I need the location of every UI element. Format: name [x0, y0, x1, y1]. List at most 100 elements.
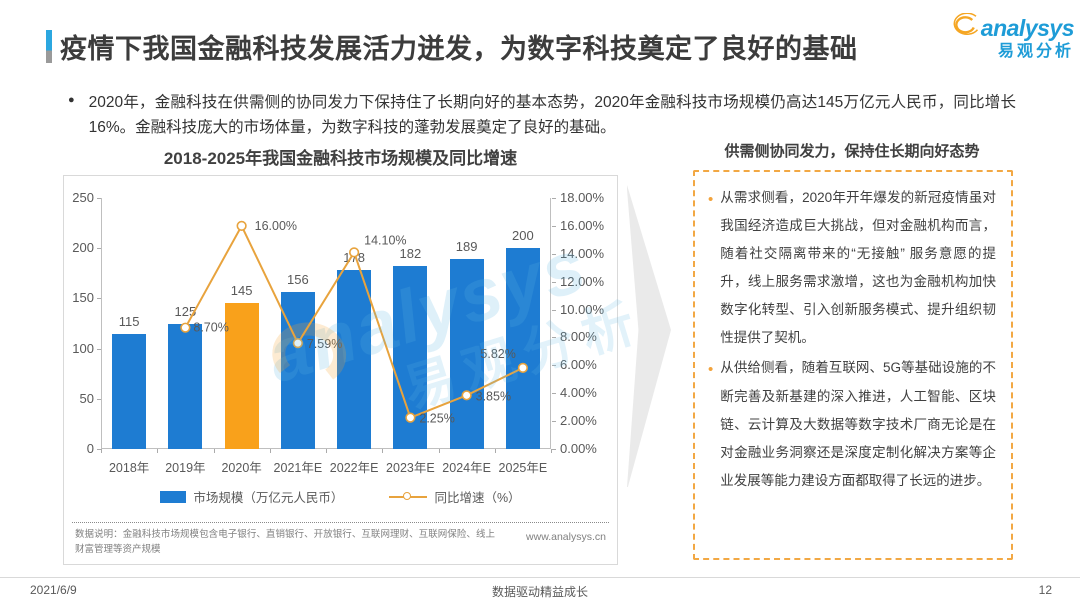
x-axis-tickmark [213, 449, 215, 453]
legend-label: 市场规模（万亿元人民币） [193, 491, 344, 505]
y-right-tick-label: 6.00% [560, 357, 597, 373]
y-right-tickmark [552, 449, 556, 450]
chart-title: 2018-2025年我国金融科技市场规模及同比增速 [163, 149, 518, 168]
source-url[interactable]: www.analysys.cn [526, 531, 606, 543]
legend-item-market-size: 市场规模（万亿元人民币） [160, 487, 343, 506]
growth-point [517, 362, 528, 373]
flow-arrow-right-icon [627, 185, 671, 487]
panel-bullet-demand: • 从需求侧看，2020年开年爆发的新冠疫情虽对我国经济造成巨大挑战，但对金融机… [708, 184, 996, 352]
y-right-tickmark [552, 365, 556, 367]
x-tick-label: 2019年 [165, 461, 206, 475]
y-left-tickmark [97, 398, 101, 400]
bar-value-label: 125 [174, 303, 197, 319]
title-accent-bar [46, 30, 52, 63]
analysys-swirl-icon [949, 12, 979, 44]
x-tick-label: 2023年E [386, 461, 435, 475]
y-right-tick-label: 10.00% [560, 301, 605, 317]
panel-bullet-supply: • 从供给侧看，随着互联网、5G等基础设施的不断完善及新基建的深入推进，人工智能… [708, 354, 996, 494]
y-right-tick-label: 8.00% [560, 329, 597, 345]
bar-value-label: 200 [512, 228, 534, 244]
y-right-tickmark [552, 337, 556, 339]
growth-label: 7.59% [307, 337, 342, 351]
y-right-tickmark [552, 281, 556, 283]
y-right-tickmark [552, 393, 556, 395]
chart-legend: 市场规模（万亿元人民币） 同比增速（%） [64, 487, 617, 506]
bar-value-label: 182 [399, 246, 422, 262]
growth-point [405, 412, 416, 423]
x-axis-tickmark [101, 449, 102, 453]
orange-bullet-icon: • [708, 191, 714, 208]
y-right-tickmark [552, 198, 556, 199]
bar [505, 248, 540, 449]
y-right-tickmark [552, 225, 556, 227]
growth-label: 8.70% [193, 321, 228, 335]
note-row: 数据说明：金融科技市场规模包含电子银行、直销银行、开放银行、互联网理财、互联网保… [75, 528, 606, 557]
bar-value-label: 145 [230, 283, 253, 299]
growth-line-layer: 8.70% 16.00% 7.59% 14.10% 2.25% 3.85% 5.82% [180, 219, 528, 426]
x-axis-tickmark [494, 449, 496, 453]
panel-bullet-text: 从需求侧看，2020年开年爆发的新冠疫情虽对我国经济造成巨大挑战，但对金融机构而… [720, 190, 996, 346]
y-left-tickmark [97, 449, 101, 450]
footer-divider [0, 577, 1080, 578]
bar-value-label: 189 [455, 239, 478, 255]
summary-paragraph: ● 2020年，金融科技在供需侧的协同发力下保持住了长期向好的基本态势，2020… [64, 90, 1016, 140]
x-tick-label: 2020年 [221, 461, 262, 475]
analysys-logo: analysys 易观分析 [948, 12, 1075, 61]
y-right-tick-label: 2.00% [560, 413, 597, 429]
bar [168, 323, 203, 449]
insight-panel: • 从需求侧看，2020年开年爆发的新冠疫情虽对我国经济造成巨大挑战，但对金融机… [693, 170, 1013, 560]
growth-point [461, 390, 472, 401]
y-left-tickmark [97, 298, 101, 300]
x-tick-label: 2024年E [442, 461, 491, 475]
logo-wordmark-cn: 易观分析 [997, 42, 1074, 60]
panel-title: 供需侧协同发力，保持住长期向好态势 [724, 143, 980, 160]
y-left-tick-label: 50 [79, 390, 94, 406]
growth-point [349, 247, 360, 258]
x-axis-tickmark [438, 449, 440, 453]
bar [337, 270, 372, 449]
data-note: 数据说明：金融科技市场规模包含电子银行、直销银行、开放银行、互联网理财、互联网保… [75, 529, 495, 555]
bar [449, 259, 484, 449]
summary-text: 2020年，金融科技在供需侧的协同发力下保持住了长期向好的基本态势，2020年金… [88, 94, 1016, 137]
y-right-tick-label: 16.00% [560, 217, 605, 233]
logo-wordmark: analysys [980, 15, 1075, 42]
y-right-tickmark [552, 253, 556, 255]
x-axis-tickmark [382, 449, 384, 453]
growth-label: 3.85% [476, 389, 511, 403]
bar-value-label: 115 [118, 313, 140, 329]
growth-label: 5.82% [480, 347, 515, 361]
page-title: 疫情下我国金融科技发展活力迸发，为数字科技奠定了良好的基础 [60, 34, 858, 64]
legend-bar-swatch-icon [160, 490, 187, 503]
footer-date: 2021/6/9 [30, 583, 77, 597]
bullet-dot-icon: ● [68, 94, 75, 106]
x-tick-label: 2018年 [108, 461, 150, 475]
note-separator [72, 522, 609, 523]
growth-label: 2.25% [419, 412, 454, 426]
y-right-tick-label: 14.00% [560, 245, 605, 261]
growth-label: 16.00% [255, 219, 297, 233]
legend-line-marker-icon [389, 491, 428, 500]
y-left-tick-label: 150 [72, 290, 94, 306]
growth-label: 14.10% [364, 233, 406, 247]
bar [224, 303, 259, 449]
footer-slogan: 数据驱动精益成长 [491, 585, 588, 599]
x-tick-label: 2021年E [273, 461, 323, 475]
bar [112, 333, 147, 449]
y-right-tickmark [552, 421, 556, 423]
y-left-tick-label: 100 [72, 340, 94, 356]
y-left-tickmark [97, 198, 101, 199]
bar-value-label: 156 [287, 272, 309, 288]
y-left-tick-label: 0 [86, 441, 94, 456]
x-axis-tickmark [157, 449, 159, 453]
chart-card: 市场规模（万亿元人民币） 同比增速（%） 数据说明：金融科技市场规模包含电子银行… [63, 175, 618, 565]
y-right-tick-label: 18.00% [560, 190, 605, 205]
legend-item-growth: 同比增速（%） [389, 487, 521, 506]
growth-point [180, 322, 191, 333]
y-right-tick-label: 0.00% [560, 441, 597, 456]
y-left-tickmark [97, 348, 101, 350]
x-axis-tickmark [551, 449, 552, 453]
y-left-tickmark [97, 248, 101, 250]
x-tick-label: 2022年E [329, 461, 379, 475]
x-tick-label: 2025年E [498, 461, 548, 475]
